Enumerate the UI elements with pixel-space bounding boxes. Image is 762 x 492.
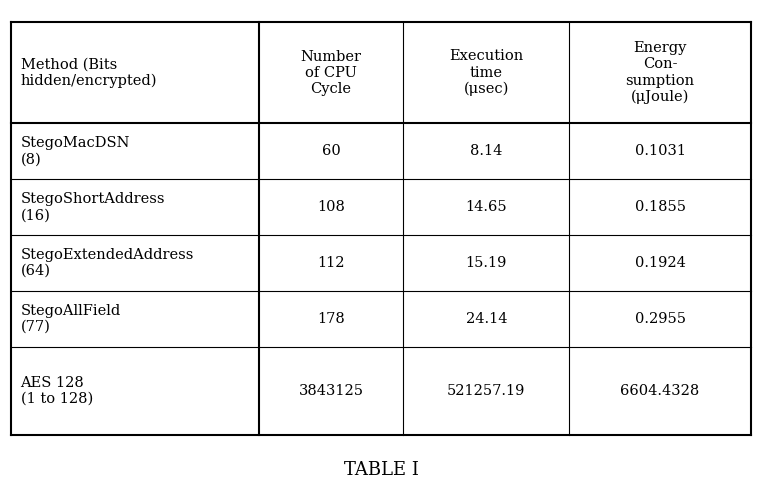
Text: AES 128
(1 to 128): AES 128 (1 to 128) xyxy=(21,376,93,406)
Text: 15.19: 15.19 xyxy=(466,256,507,270)
Text: Method (Bits
hidden/encrypted): Method (Bits hidden/encrypted) xyxy=(21,58,157,88)
Text: 3843125: 3843125 xyxy=(299,384,363,398)
Text: StegoAllField
(77): StegoAllField (77) xyxy=(21,304,121,334)
Text: 8.14: 8.14 xyxy=(470,144,502,158)
Text: TABLE I: TABLE I xyxy=(344,461,418,479)
Text: 521257.19: 521257.19 xyxy=(447,384,526,398)
Text: StegoShortAddress
(16): StegoShortAddress (16) xyxy=(21,192,165,222)
Text: Energy
Con-
sumption
(μJoule): Energy Con- sumption (μJoule) xyxy=(626,41,695,104)
Text: 112: 112 xyxy=(317,256,345,270)
Text: StegoMacDSN
(8): StegoMacDSN (8) xyxy=(21,136,130,166)
Text: 14.65: 14.65 xyxy=(466,200,507,214)
Text: Number
of CPU
Cycle: Number of CPU Cycle xyxy=(300,50,362,96)
Text: 0.2955: 0.2955 xyxy=(635,311,686,326)
Text: StegoExtendedAddress
(64): StegoExtendedAddress (64) xyxy=(21,248,194,278)
Text: 108: 108 xyxy=(317,200,345,214)
Text: 6604.4328: 6604.4328 xyxy=(620,384,700,398)
Text: 60: 60 xyxy=(322,144,341,158)
Text: 0.1924: 0.1924 xyxy=(635,256,686,270)
Text: 24.14: 24.14 xyxy=(466,311,507,326)
Text: 178: 178 xyxy=(317,311,345,326)
Text: 0.1855: 0.1855 xyxy=(635,200,686,214)
Text: Execution
time
(μsec): Execution time (μsec) xyxy=(450,49,523,96)
Text: 0.1031: 0.1031 xyxy=(635,144,686,158)
